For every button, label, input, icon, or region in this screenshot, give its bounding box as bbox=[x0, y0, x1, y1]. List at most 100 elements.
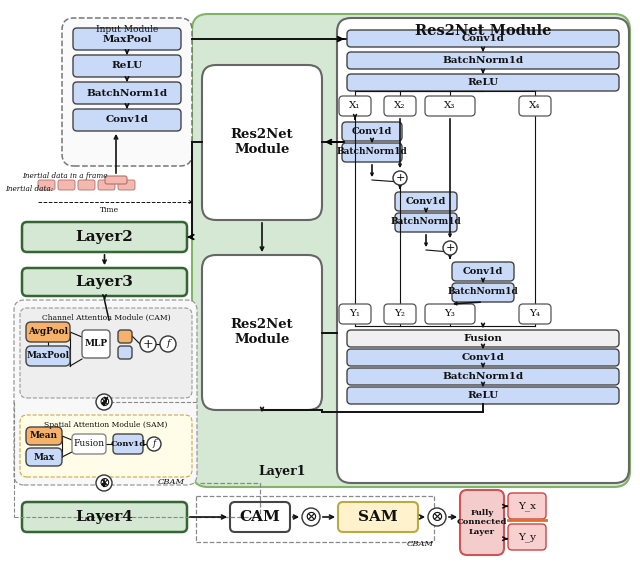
FancyBboxPatch shape bbox=[22, 222, 187, 252]
Text: ReLU: ReLU bbox=[467, 78, 499, 87]
FancyBboxPatch shape bbox=[460, 490, 504, 555]
Circle shape bbox=[428, 508, 446, 526]
FancyBboxPatch shape bbox=[395, 192, 457, 211]
Text: Conv1d: Conv1d bbox=[110, 440, 146, 448]
Text: MLP: MLP bbox=[84, 339, 108, 349]
FancyBboxPatch shape bbox=[62, 18, 192, 166]
Text: Y₁: Y₁ bbox=[349, 309, 360, 318]
FancyBboxPatch shape bbox=[38, 180, 55, 190]
Circle shape bbox=[302, 508, 320, 526]
Text: Channel Attention Module (CAM): Channel Attention Module (CAM) bbox=[42, 314, 170, 322]
FancyBboxPatch shape bbox=[347, 74, 619, 91]
FancyBboxPatch shape bbox=[202, 65, 322, 220]
Text: SAM: SAM bbox=[358, 510, 398, 524]
FancyBboxPatch shape bbox=[508, 524, 546, 550]
Text: Y₂: Y₂ bbox=[394, 309, 406, 318]
Text: Y_y: Y_y bbox=[518, 532, 536, 542]
Text: Fully
Connected
Layer: Fully Connected Layer bbox=[457, 510, 508, 536]
Text: X₃: X₃ bbox=[444, 102, 456, 111]
FancyBboxPatch shape bbox=[22, 268, 187, 296]
Text: Fusion: Fusion bbox=[463, 334, 502, 343]
Text: Layer3: Layer3 bbox=[76, 275, 133, 289]
FancyBboxPatch shape bbox=[425, 304, 475, 324]
Text: Conv1d: Conv1d bbox=[461, 34, 504, 43]
FancyBboxPatch shape bbox=[118, 180, 135, 190]
Text: Conv1d: Conv1d bbox=[106, 115, 148, 125]
FancyBboxPatch shape bbox=[73, 55, 181, 77]
FancyBboxPatch shape bbox=[202, 255, 322, 410]
FancyBboxPatch shape bbox=[508, 493, 546, 519]
FancyBboxPatch shape bbox=[118, 346, 132, 359]
Circle shape bbox=[160, 336, 176, 352]
FancyBboxPatch shape bbox=[347, 52, 619, 69]
Text: ⊗: ⊗ bbox=[98, 476, 110, 490]
Text: Conv1d: Conv1d bbox=[463, 267, 503, 276]
Text: CAM: CAM bbox=[239, 510, 280, 524]
Text: ReLU: ReLU bbox=[467, 391, 499, 400]
FancyBboxPatch shape bbox=[73, 109, 181, 131]
FancyBboxPatch shape bbox=[342, 143, 402, 162]
Circle shape bbox=[147, 437, 161, 451]
FancyBboxPatch shape bbox=[452, 262, 514, 281]
FancyBboxPatch shape bbox=[384, 304, 416, 324]
FancyBboxPatch shape bbox=[192, 14, 630, 487]
FancyBboxPatch shape bbox=[72, 434, 106, 454]
Text: Spatial Attention Module (SAM): Spatial Attention Module (SAM) bbox=[44, 421, 168, 429]
FancyBboxPatch shape bbox=[347, 349, 619, 366]
FancyBboxPatch shape bbox=[347, 30, 619, 47]
Text: Layer2: Layer2 bbox=[76, 230, 133, 244]
Text: Inertial data in a frame: Inertial data in a frame bbox=[22, 172, 108, 180]
FancyBboxPatch shape bbox=[338, 502, 418, 532]
FancyBboxPatch shape bbox=[26, 346, 70, 366]
Text: f: f bbox=[166, 339, 170, 349]
FancyBboxPatch shape bbox=[342, 122, 402, 141]
FancyBboxPatch shape bbox=[113, 434, 143, 454]
FancyBboxPatch shape bbox=[230, 502, 290, 532]
Text: MaxPool: MaxPool bbox=[26, 352, 70, 360]
Text: BatchNorm1d: BatchNorm1d bbox=[86, 88, 168, 98]
Text: Y₃: Y₃ bbox=[445, 309, 456, 318]
Text: Y_x: Y_x bbox=[518, 501, 536, 511]
Text: X₄: X₄ bbox=[529, 102, 541, 111]
Text: CBAM: CBAM bbox=[406, 540, 433, 548]
FancyBboxPatch shape bbox=[347, 368, 619, 385]
Text: +: + bbox=[445, 243, 454, 253]
Circle shape bbox=[443, 241, 457, 255]
Text: BatchNorm1d: BatchNorm1d bbox=[390, 218, 461, 226]
Text: Res2Net
Module: Res2Net Module bbox=[230, 128, 293, 156]
FancyBboxPatch shape bbox=[73, 82, 181, 104]
Text: ⊗: ⊗ bbox=[431, 510, 444, 524]
Circle shape bbox=[96, 394, 112, 410]
FancyBboxPatch shape bbox=[73, 28, 181, 50]
FancyBboxPatch shape bbox=[22, 502, 187, 532]
FancyBboxPatch shape bbox=[98, 180, 115, 190]
FancyBboxPatch shape bbox=[105, 176, 127, 184]
FancyBboxPatch shape bbox=[347, 330, 619, 347]
FancyBboxPatch shape bbox=[78, 180, 95, 190]
Text: BatchNorm1d: BatchNorm1d bbox=[442, 56, 524, 65]
FancyBboxPatch shape bbox=[519, 304, 551, 324]
Text: AvgPool: AvgPool bbox=[28, 328, 68, 336]
Text: MaxPool: MaxPool bbox=[102, 35, 152, 43]
FancyBboxPatch shape bbox=[339, 96, 371, 116]
Circle shape bbox=[393, 171, 407, 185]
FancyBboxPatch shape bbox=[452, 283, 514, 302]
Text: Conv1d: Conv1d bbox=[461, 353, 504, 362]
FancyBboxPatch shape bbox=[118, 330, 132, 343]
Text: +: + bbox=[396, 173, 404, 183]
Text: Mean: Mean bbox=[30, 432, 58, 441]
FancyBboxPatch shape bbox=[20, 308, 192, 398]
FancyBboxPatch shape bbox=[26, 322, 70, 342]
FancyBboxPatch shape bbox=[26, 427, 62, 445]
Text: BatchNorm1d: BatchNorm1d bbox=[442, 372, 524, 381]
Text: Fusion: Fusion bbox=[74, 439, 104, 449]
FancyBboxPatch shape bbox=[395, 213, 457, 232]
FancyBboxPatch shape bbox=[347, 387, 619, 404]
Text: ⊗: ⊗ bbox=[305, 510, 317, 524]
Text: Y₄: Y₄ bbox=[529, 309, 541, 318]
Circle shape bbox=[140, 336, 156, 352]
Text: Max: Max bbox=[33, 453, 54, 462]
Text: +: + bbox=[143, 338, 154, 350]
Text: Time: Time bbox=[100, 206, 120, 214]
FancyBboxPatch shape bbox=[339, 304, 371, 324]
